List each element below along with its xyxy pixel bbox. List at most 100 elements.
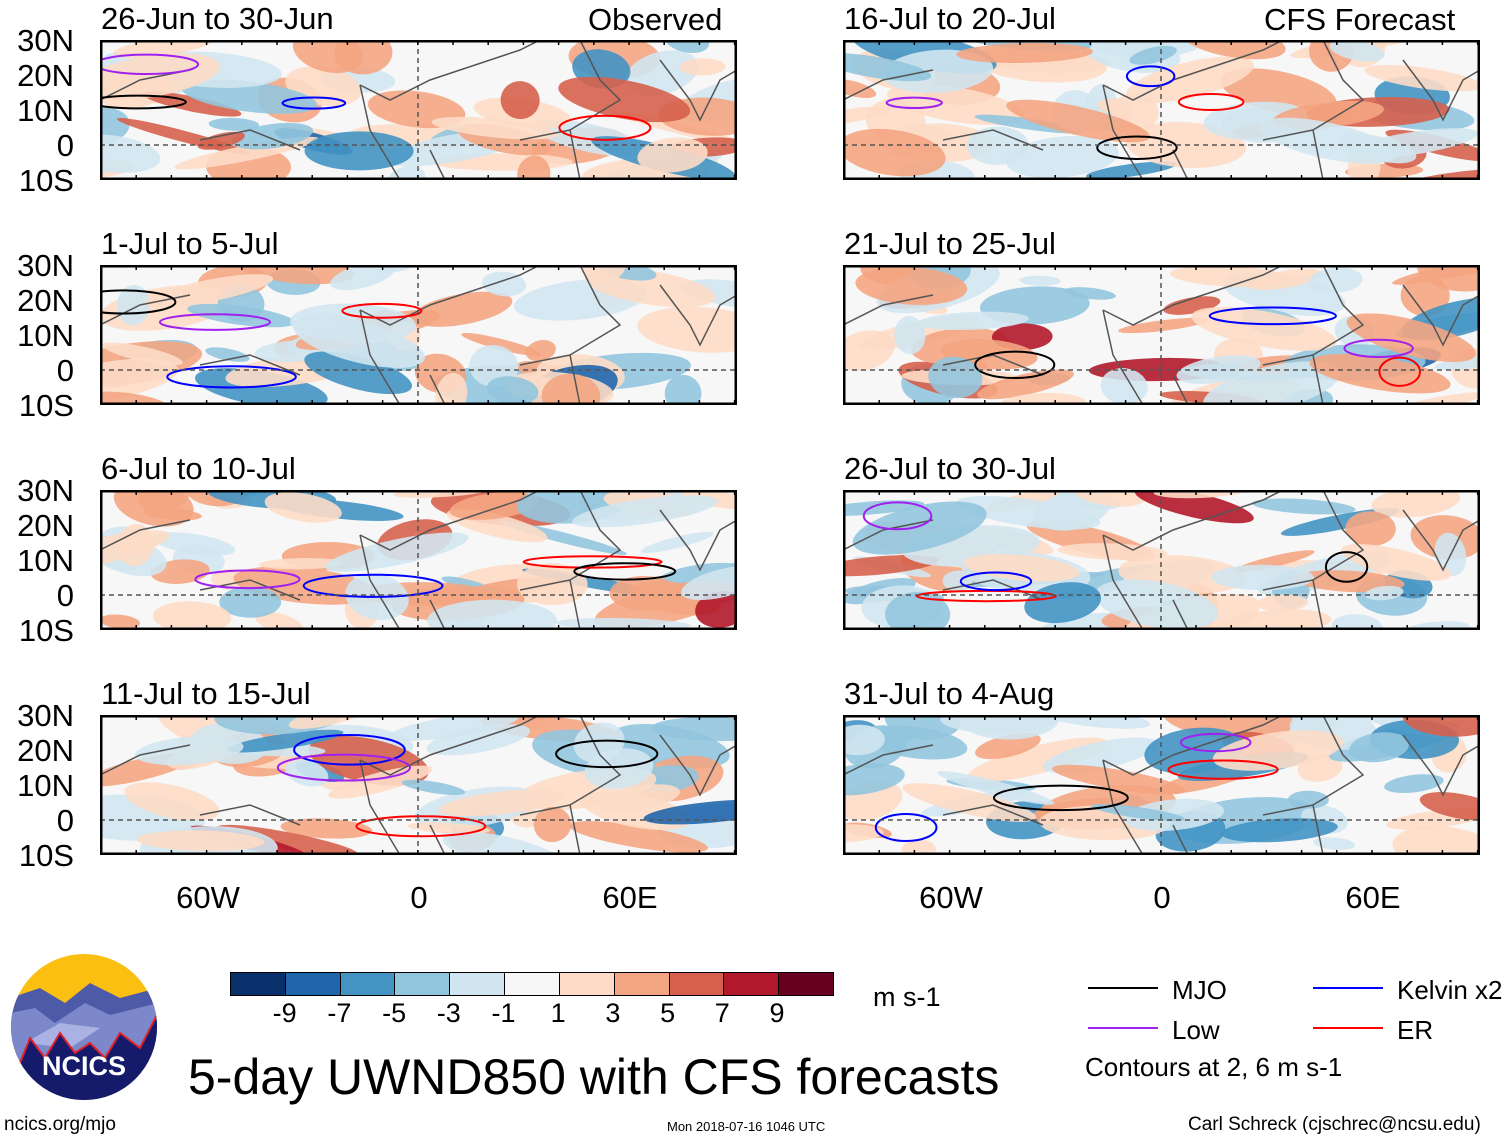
lon-label: 60E <box>1345 880 1401 915</box>
colorbar-tick-label: -3 <box>436 998 461 1028</box>
lat-label: 10S <box>18 163 74 198</box>
colorbar-swatch <box>723 973 779 995</box>
logo-text: NCICS <box>42 1051 126 1081</box>
wind-anomaly-shading <box>843 715 1480 855</box>
colorbar-tick-label: -7 <box>327 998 352 1028</box>
colorbar-swatch <box>504 973 559 995</box>
colorbar-tick-label: 5 <box>660 998 676 1028</box>
lat-label: 30N <box>17 23 74 58</box>
lon-label: 60W <box>919 880 983 915</box>
ncics-logo: NCICS <box>11 954 157 1100</box>
legend-note: Contours at 2, 6 m s-1 <box>1085 1052 1343 1082</box>
wave-contour <box>302 573 444 598</box>
wave-contour <box>1343 338 1414 359</box>
colorbar-tick-label: 9 <box>769 998 785 1028</box>
cfs-forecast-label: CFS Forecast <box>1264 2 1456 37</box>
coastlines <box>843 265 1480 405</box>
colorbar-swatch <box>284 973 340 995</box>
legend-label: Kelvin x2 <box>1397 975 1503 1005</box>
wave-contour <box>974 350 1056 380</box>
footer-timestamp: Mon 2018-07-16 1046 UTC <box>667 1119 826 1134</box>
colorbar-tick-label: -9 <box>272 998 297 1028</box>
legend-label: ER <box>1397 1015 1434 1045</box>
observed-label: Observed <box>588 2 723 37</box>
lat-label: 10N <box>17 768 74 803</box>
map-panel <box>843 40 1480 180</box>
colorbar-tick-label: 3 <box>605 998 621 1028</box>
wave-contour <box>885 96 943 109</box>
footer-url[interactable]: ncics.org/mjo <box>4 1114 116 1135</box>
lat-label: 20N <box>17 58 74 93</box>
legend-line <box>1088 1027 1158 1029</box>
wave-contour <box>1125 65 1176 88</box>
colorbar-swatch <box>339 973 395 995</box>
legend-label: MJO <box>1172 975 1227 1005</box>
wave-contour <box>1324 551 1369 583</box>
lat-label: 30N <box>17 248 74 283</box>
wave-contour <box>959 571 1033 592</box>
wave-contour <box>862 501 933 531</box>
wave-contour <box>293 734 406 766</box>
panel-title: 16-Jul to 20-Jul <box>844 1 1056 36</box>
wave-contour <box>341 302 423 319</box>
lat-label: 20N <box>17 283 74 318</box>
wave-contour <box>1208 306 1337 326</box>
wave-contour <box>158 313 272 331</box>
colorbar-tick-label: -5 <box>382 998 407 1028</box>
lat-label: 10S <box>18 613 74 648</box>
coastlines <box>100 265 737 405</box>
lon-label: 0 <box>410 880 428 915</box>
wave-contour <box>100 94 187 110</box>
lon-label: 0 <box>1153 880 1171 915</box>
wave-contour <box>555 739 659 769</box>
legend-label: Low <box>1172 1015 1220 1045</box>
lat-label: 0 <box>56 128 74 163</box>
lat-label: 10N <box>17 318 74 353</box>
lat-label: 10S <box>18 838 74 873</box>
wave-contour <box>194 569 301 590</box>
wave-contour <box>281 96 347 110</box>
wave-contour <box>100 53 200 76</box>
wave-contour <box>522 555 663 569</box>
lon-label: 60W <box>176 880 240 915</box>
colorbar-swatch <box>231 973 285 995</box>
coastlines <box>100 490 737 630</box>
panel-title: 26-Jul to 30-Jul <box>844 451 1056 486</box>
wave-contour <box>1378 356 1421 387</box>
map-panel <box>100 490 737 630</box>
wind-anomaly-shading <box>843 40 1480 180</box>
wave-contour <box>874 812 938 843</box>
legend-line <box>1313 987 1383 989</box>
lon-label: 60E <box>602 880 658 915</box>
wave-contour <box>355 815 487 838</box>
coastlines <box>100 715 737 855</box>
coastlines <box>843 490 1480 630</box>
map-panel <box>100 715 737 855</box>
lat-label: 20N <box>17 733 74 768</box>
footer-credit: Carl Schreck (cjschrec@ncsu.edu) <box>1188 1114 1481 1135</box>
colorbar-swatch <box>449 973 505 995</box>
colorbar-swatch <box>668 973 724 995</box>
coastlines <box>100 40 737 180</box>
colorbar-swatch <box>613 973 669 995</box>
panel-title: 11-Jul to 15-Jul <box>101 676 311 711</box>
lat-label: 10N <box>17 543 74 578</box>
colorbar <box>230 972 834 996</box>
lat-label: 20N <box>17 508 74 543</box>
wave-contour <box>992 784 1129 812</box>
wave-contour <box>1167 759 1279 780</box>
wave-contour <box>915 589 1057 603</box>
legend-line <box>1313 1027 1383 1029</box>
map-panel <box>843 265 1480 405</box>
wave-contour <box>1177 93 1245 112</box>
colorbar-tick-label: -1 <box>491 998 516 1028</box>
wave-contour <box>166 365 297 389</box>
lat-label: 0 <box>56 803 74 838</box>
map-panel <box>843 490 1480 630</box>
lat-label: 10N <box>17 93 74 128</box>
legend-line <box>1088 987 1158 989</box>
colorbar-tick-label: 7 <box>714 998 730 1028</box>
lat-label: 30N <box>17 473 74 508</box>
wave-contour <box>573 562 677 581</box>
wave-contour <box>1096 135 1178 160</box>
